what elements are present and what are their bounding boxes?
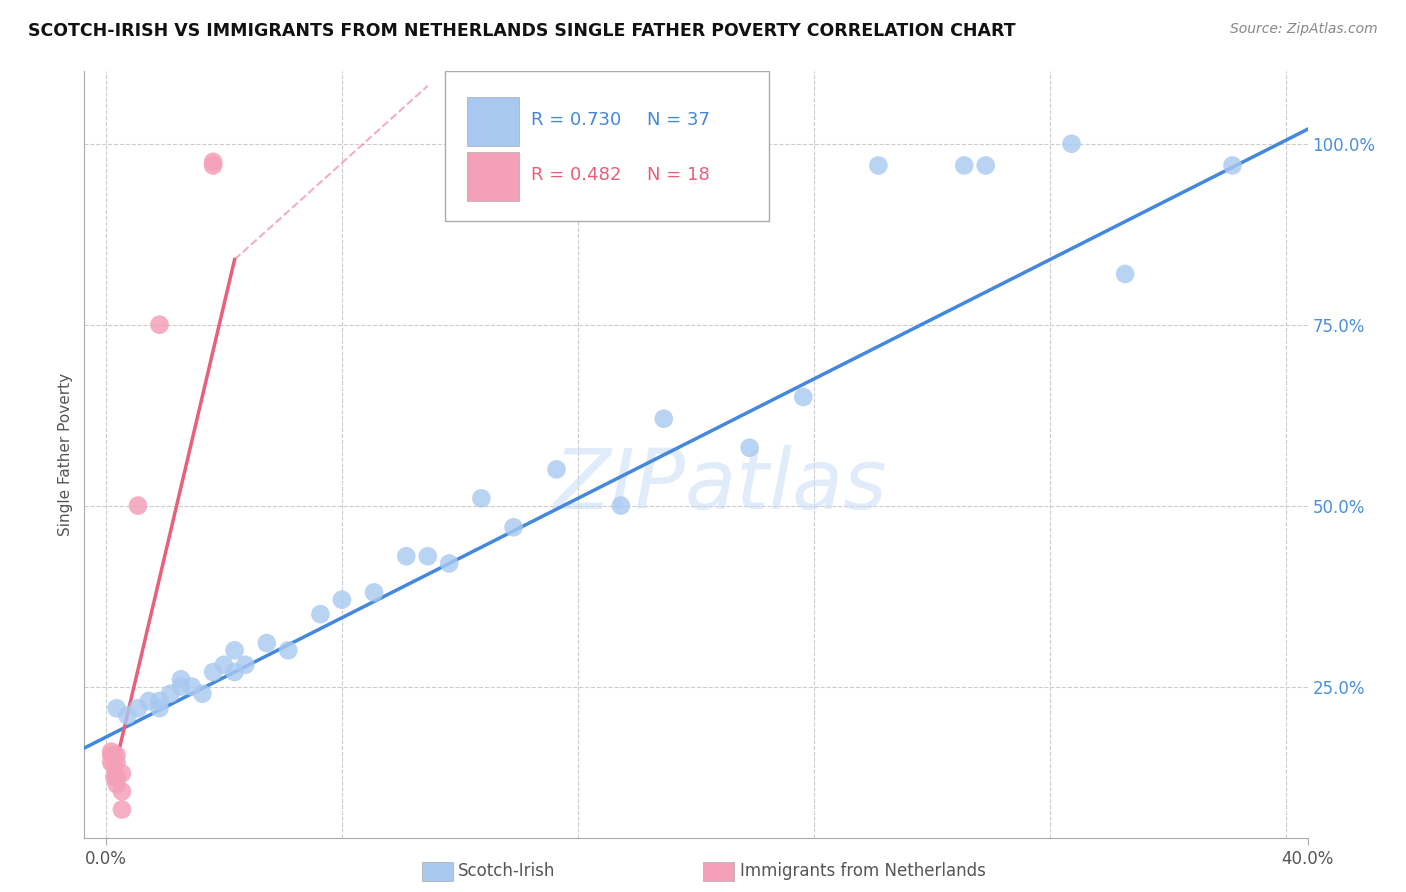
Point [363,585,385,599]
Text: Source: ZipAtlas.com: Source: ZipAtlas.com [1230,22,1378,37]
Point [395,549,418,564]
Point [546,462,568,476]
Text: R = 0.482: R = 0.482 [531,166,621,184]
Point [170,680,193,694]
Point [138,694,160,708]
Point [103,752,125,766]
Point [224,665,246,679]
Point [111,784,134,798]
FancyBboxPatch shape [467,152,519,201]
Point [233,657,256,672]
Point [792,390,814,404]
Point [105,770,128,784]
Point [309,607,332,621]
Point [100,745,122,759]
Point [1060,136,1083,151]
Point [470,491,492,506]
Point [100,748,122,763]
Text: Immigrants from Netherlands: Immigrants from Netherlands [740,863,986,880]
Point [148,318,170,332]
Text: Scotch-Irish: Scotch-Irish [458,863,555,880]
Text: N = 18: N = 18 [647,166,710,184]
Point [148,694,170,708]
Point [224,643,246,657]
Point [330,592,353,607]
Point [256,636,278,650]
Point [1114,267,1136,281]
Point [868,158,890,172]
Point [180,680,202,694]
Point [738,441,761,455]
Point [100,756,122,770]
Point [159,687,181,701]
FancyBboxPatch shape [446,71,769,221]
Point [953,158,976,172]
Point [170,673,193,687]
Point [127,499,149,513]
Point [117,708,139,723]
Point [416,549,439,564]
Point [202,154,225,169]
Point [127,701,149,715]
Point [111,766,134,780]
Point [202,665,225,679]
Point [148,701,170,715]
Point [437,557,460,571]
Point [502,520,524,534]
Point [103,748,125,763]
Point [974,158,997,172]
Point [105,748,128,763]
Point [1222,158,1244,172]
Point [105,701,128,715]
Point [105,777,128,791]
Point [202,158,225,172]
Point [610,499,633,513]
Point [652,411,675,425]
Text: SCOTCH-IRISH VS IMMIGRANTS FROM NETHERLANDS SINGLE FATHER POVERTY CORRELATION CH: SCOTCH-IRISH VS IMMIGRANTS FROM NETHERLA… [28,22,1015,40]
Point [111,803,134,817]
Point [191,687,214,701]
Point [105,756,128,770]
Text: ZIPatlas: ZIPatlas [554,445,887,526]
Point [212,657,235,672]
Text: N = 37: N = 37 [647,111,710,128]
Point [103,759,125,773]
Text: R = 0.730: R = 0.730 [531,111,621,128]
Point [277,643,299,657]
FancyBboxPatch shape [467,96,519,145]
Y-axis label: Single Father Poverty: Single Father Poverty [58,374,73,536]
Point [103,770,125,784]
